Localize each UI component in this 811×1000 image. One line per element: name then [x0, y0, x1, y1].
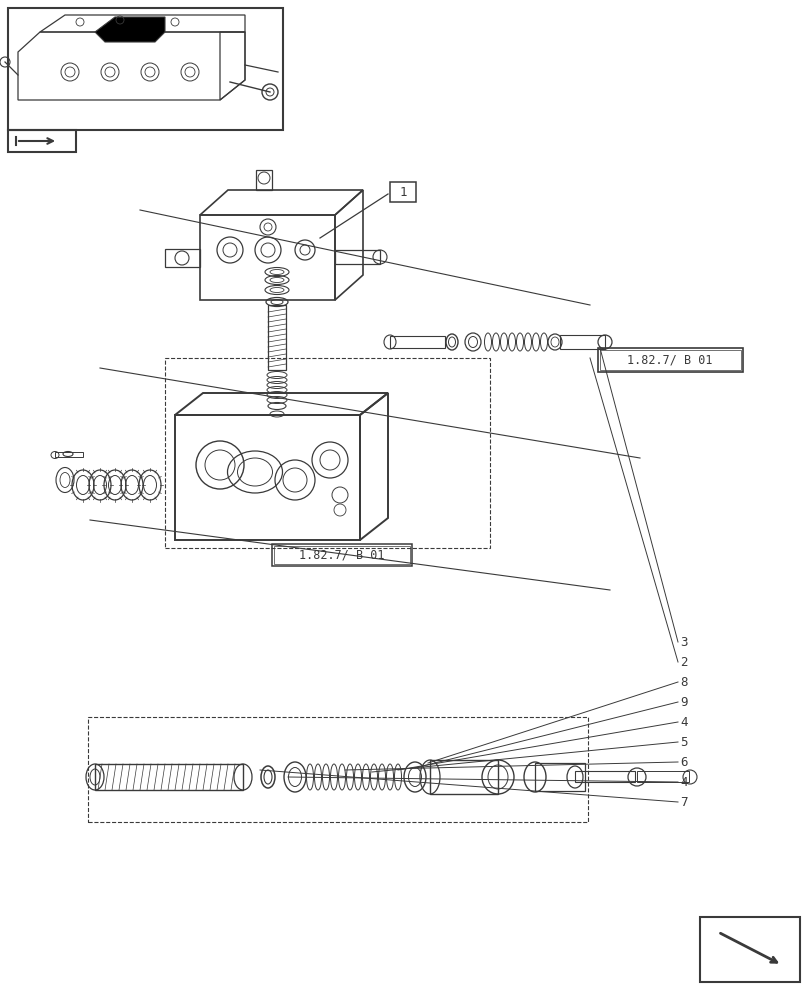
- Bar: [165, 249, 200, 267]
- Text: 4: 4: [679, 776, 687, 788]
- Bar: [389, 182, 415, 202]
- Text: 1.82.7/ B 01: 1.82.7/ B 01: [626, 354, 712, 366]
- Text: 8: 8: [679, 676, 687, 688]
- Bar: [8, 130, 76, 152]
- Bar: [389, 336, 444, 348]
- Text: 1: 1: [399, 186, 406, 199]
- Text: 7: 7: [679, 795, 687, 808]
- Bar: [8, 8, 283, 130]
- Text: 5: 5: [679, 735, 687, 748]
- Bar: [175, 415, 359, 540]
- Bar: [430, 760, 497, 794]
- Text: 9: 9: [679, 696, 687, 708]
- Bar: [534, 763, 584, 791]
- Bar: [560, 335, 604, 349]
- Bar: [699, 917, 799, 982]
- Bar: [55, 452, 83, 457]
- Bar: [273, 546, 410, 564]
- Polygon shape: [95, 17, 165, 42]
- Text: 1.82.7/ B 01: 1.82.7/ B 01: [299, 548, 384, 562]
- Bar: [574, 771, 634, 782]
- Bar: [335, 250, 380, 264]
- Bar: [200, 215, 335, 300]
- Bar: [255, 170, 272, 190]
- Bar: [597, 348, 742, 372]
- Bar: [272, 544, 411, 566]
- Bar: [268, 305, 285, 370]
- Bar: [636, 771, 689, 782]
- Bar: [165, 358, 489, 548]
- Text: 3: 3: [679, 636, 687, 648]
- Bar: [88, 717, 587, 822]
- Bar: [95, 764, 242, 790]
- Text: 4: 4: [679, 715, 687, 728]
- Bar: [599, 350, 740, 370]
- Text: 6: 6: [679, 756, 687, 768]
- Text: 2: 2: [679, 656, 687, 668]
